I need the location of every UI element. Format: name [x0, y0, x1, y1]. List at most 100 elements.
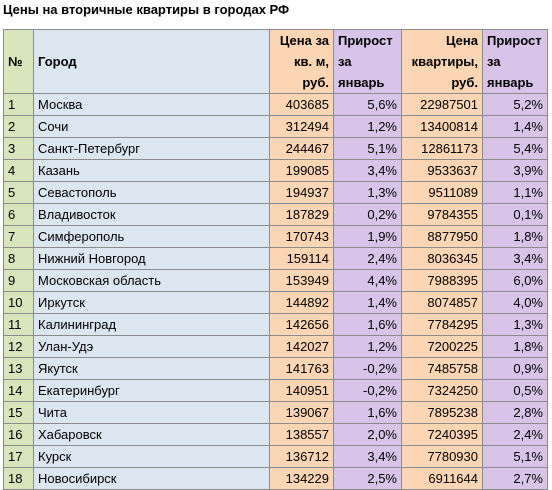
cell-flat-price[interactable]: 6911644 — [401, 467, 483, 490]
cell-growth-per-meter[interactable]: 1,6% — [333, 313, 402, 336]
cell-growth-per-meter[interactable]: 1,4% — [333, 291, 402, 314]
cell-price-per-meter[interactable]: 139067 — [269, 401, 334, 424]
cell-number[interactable]: 2 — [3, 115, 34, 138]
cell-number[interactable]: 1 — [3, 93, 34, 116]
cell-growth-per-meter[interactable]: 0,2% — [333, 203, 402, 226]
cell-growth-per-meter[interactable]: 1,9% — [333, 225, 402, 248]
cell-city[interactable]: Хабаровск — [33, 423, 270, 446]
cell-city[interactable]: Севастополь — [33, 181, 270, 204]
cell-city[interactable]: Москва — [33, 93, 270, 116]
cell-growth-per-meter[interactable]: 1,3% — [333, 181, 402, 204]
cell-city[interactable]: Санкт-Петербург — [33, 137, 270, 160]
cell-flat-price[interactable]: 7485758 — [401, 357, 483, 380]
cell-growth-per-meter[interactable]: 1,2% — [333, 335, 402, 358]
cell-price-per-meter[interactable]: 142656 — [269, 313, 334, 336]
cell-growth-per-meter[interactable]: 5,6% — [333, 93, 402, 116]
cell-growth-flat-price[interactable]: 2,8% — [482, 401, 548, 424]
cell-growth-flat-price[interactable]: 1,4% — [482, 115, 548, 138]
cell-city[interactable]: Сочи — [33, 115, 270, 138]
cell-growth-flat-price[interactable]: 1,8% — [482, 335, 548, 358]
cell-flat-price[interactable]: 13400814 — [401, 115, 483, 138]
cell-city[interactable]: Екатеринбург — [33, 379, 270, 402]
cell-number[interactable]: 7 — [3, 225, 34, 248]
cell-flat-price[interactable]: 7324250 — [401, 379, 483, 402]
cell-price-per-meter[interactable]: 141763 — [269, 357, 334, 380]
cell-price-per-meter[interactable]: 199085 — [269, 159, 334, 182]
cell-growth-per-meter[interactable]: 4,4% — [333, 269, 402, 292]
cell-price-per-meter[interactable]: 159114 — [269, 247, 334, 270]
cell-growth-flat-price[interactable]: 6,0% — [482, 269, 548, 292]
cell-price-per-meter[interactable]: 312494 — [269, 115, 334, 138]
cell-growth-per-meter[interactable]: 5,1% — [333, 137, 402, 160]
cell-flat-price[interactable]: 8036345 — [401, 247, 483, 270]
cell-number[interactable]: 10 — [3, 291, 34, 314]
cell-price-per-meter[interactable]: 138557 — [269, 423, 334, 446]
cell-number[interactable]: 18 — [3, 467, 34, 490]
cell-city[interactable]: Чита — [33, 401, 270, 424]
cell-number[interactable]: 12 — [3, 335, 34, 358]
cell-growth-per-meter[interactable]: 2,0% — [333, 423, 402, 446]
cell-price-per-meter[interactable]: 170743 — [269, 225, 334, 248]
cell-city[interactable]: Новосибирск — [33, 467, 270, 490]
cell-number[interactable]: 8 — [3, 247, 34, 270]
cell-growth-flat-price[interactable]: 2,4% — [482, 423, 548, 446]
cell-city[interactable]: Московская область — [33, 269, 270, 292]
cell-growth-per-meter[interactable]: 2,5% — [333, 467, 402, 490]
cell-flat-price[interactable]: 12861173 — [401, 137, 483, 160]
cell-flat-price[interactable]: 7988395 — [401, 269, 483, 292]
header-growth-flat-price[interactable]: Прирост за январь — [482, 29, 548, 94]
cell-growth-flat-price[interactable]: 0,1% — [482, 203, 548, 226]
cell-growth-flat-price[interactable]: 3,9% — [482, 159, 548, 182]
header-city[interactable]: Город — [33, 29, 270, 94]
cell-flat-price[interactable]: 7780930 — [401, 445, 483, 468]
cell-growth-flat-price[interactable]: 5,2% — [482, 93, 548, 116]
cell-growth-per-meter[interactable]: 1,6% — [333, 401, 402, 424]
cell-growth-flat-price[interactable]: 5,1% — [482, 445, 548, 468]
cell-number[interactable]: 6 — [3, 203, 34, 226]
cell-price-per-meter[interactable]: 140951 — [269, 379, 334, 402]
cell-number[interactable]: 9 — [3, 269, 34, 292]
cell-number[interactable]: 16 — [3, 423, 34, 446]
cell-price-per-meter[interactable]: 144892 — [269, 291, 334, 314]
cell-price-per-meter[interactable]: 142027 — [269, 335, 334, 358]
cell-flat-price[interactable]: 7240395 — [401, 423, 483, 446]
cell-number[interactable]: 11 — [3, 313, 34, 336]
cell-growth-flat-price[interactable]: 1,8% — [482, 225, 548, 248]
cell-city[interactable]: Якутск — [33, 357, 270, 380]
cell-flat-price[interactable]: 9784355 — [401, 203, 483, 226]
cell-flat-price[interactable]: 7895238 — [401, 401, 483, 424]
cell-flat-price[interactable]: 9533637 — [401, 159, 483, 182]
cell-number[interactable]: 4 — [3, 159, 34, 182]
cell-number[interactable]: 5 — [3, 181, 34, 204]
cell-city[interactable]: Калининград — [33, 313, 270, 336]
cell-growth-per-meter[interactable]: 2,4% — [333, 247, 402, 270]
cell-number[interactable]: 13 — [3, 357, 34, 380]
cell-growth-per-meter[interactable]: -0,2% — [333, 357, 402, 380]
cell-growth-flat-price[interactable]: 2,7% — [482, 467, 548, 490]
cell-growth-flat-price[interactable]: 0,5% — [482, 379, 548, 402]
cell-city[interactable]: Иркутск — [33, 291, 270, 314]
cell-price-per-meter[interactable]: 136712 — [269, 445, 334, 468]
cell-price-per-meter[interactable]: 187829 — [269, 203, 334, 226]
cell-growth-per-meter[interactable]: -0,2% — [333, 379, 402, 402]
cell-growth-per-meter[interactable]: 1,2% — [333, 115, 402, 138]
header-flat-price[interactable]: Цена квартиры, руб. — [401, 29, 483, 94]
cell-price-per-meter[interactable]: 153949 — [269, 269, 334, 292]
cell-number[interactable]: 3 — [3, 137, 34, 160]
cell-city[interactable]: Казань — [33, 159, 270, 182]
cell-price-per-meter[interactable]: 244467 — [269, 137, 334, 160]
cell-number[interactable]: 15 — [3, 401, 34, 424]
cell-flat-price[interactable]: 7200225 — [401, 335, 483, 358]
cell-number[interactable]: 14 — [3, 379, 34, 402]
cell-growth-flat-price[interactable]: 3,4% — [482, 247, 548, 270]
cell-city[interactable]: Курск — [33, 445, 270, 468]
cell-city[interactable]: Владивосток — [33, 203, 270, 226]
cell-growth-flat-price[interactable]: 1,3% — [482, 313, 548, 336]
cell-city[interactable]: Симферополь — [33, 225, 270, 248]
cell-flat-price[interactable]: 9511089 — [401, 181, 483, 204]
header-growth-per-meter[interactable]: Прирост за январь — [333, 29, 402, 94]
cell-flat-price[interactable]: 8877950 — [401, 225, 483, 248]
cell-growth-flat-price[interactable]: 1,1% — [482, 181, 548, 204]
header-price-per-meter[interactable]: Цена за кв. м, руб. — [269, 29, 334, 94]
cell-number[interactable]: 17 — [3, 445, 34, 468]
